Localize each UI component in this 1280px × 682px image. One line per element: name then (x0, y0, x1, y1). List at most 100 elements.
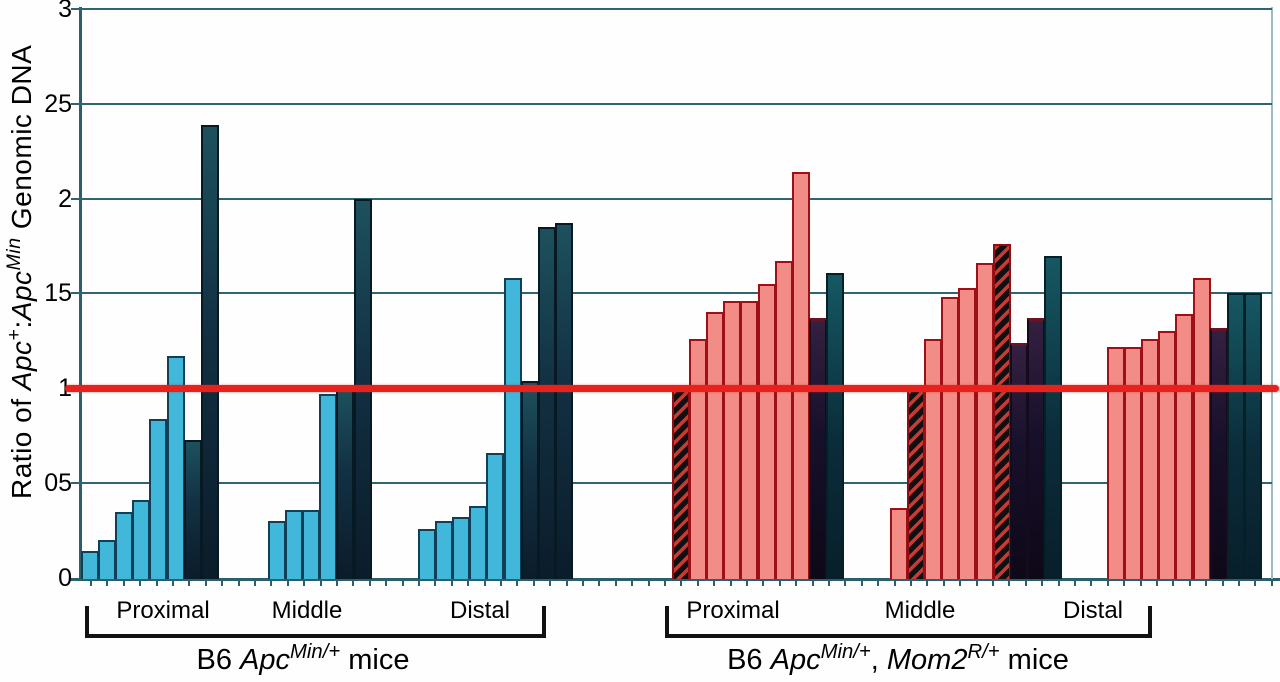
bracket-end-left (85, 606, 89, 638)
bar (115, 511, 133, 579)
bar (672, 388, 690, 579)
bar (993, 244, 1011, 579)
x-tick-mark (549, 581, 551, 586)
x-tick-mark (1222, 581, 1224, 586)
x-axis-line (70, 578, 1280, 581)
bar (504, 278, 522, 579)
x-tick-mark (1254, 581, 1256, 586)
grid-line (71, 292, 1272, 295)
x-tick-mark (1090, 581, 1092, 586)
bar (1044, 255, 1062, 579)
x-tick-mark (336, 581, 338, 586)
x-tick-mark (779, 581, 781, 586)
bar (758, 284, 776, 579)
text-part: R/+ (967, 640, 1000, 663)
x-tick-mark (320, 581, 322, 586)
x-tick-mark (1238, 581, 1240, 586)
bar (555, 223, 573, 579)
bar (1027, 318, 1045, 579)
section-label: Distal (449, 597, 511, 624)
x-tick-mark (943, 581, 945, 586)
x-tick-mark (352, 581, 354, 586)
bar (723, 301, 741, 579)
bracket-line (665, 634, 1152, 638)
bar (132, 500, 150, 579)
bar (809, 318, 827, 579)
text-part: Min/+ (290, 640, 341, 663)
bar (1124, 346, 1142, 579)
bracket-end-right (542, 606, 546, 638)
x-tick-mark (795, 581, 797, 586)
x-tick-mark (1107, 581, 1109, 586)
x-tick-mark (402, 581, 404, 586)
bar (706, 312, 724, 579)
x-tick-mark (631, 581, 633, 586)
x-tick-mark (730, 581, 732, 586)
section-label: Proximal (116, 597, 210, 624)
x-tick-mark (877, 581, 879, 586)
x-tick-mark (566, 581, 568, 586)
x-tick-mark (385, 581, 387, 586)
x-tick-mark (188, 581, 190, 586)
x-tick-mark (1041, 581, 1043, 586)
bar (538, 227, 556, 579)
x-tick-mark (418, 581, 420, 586)
y-tick-label: 05 (44, 469, 72, 498)
grid-line (71, 197, 1272, 200)
x-tick-mark (664, 581, 666, 586)
bar (435, 521, 453, 579)
bar (775, 261, 793, 579)
x-tick-mark (484, 581, 486, 586)
x-tick-mark (1172, 581, 1174, 586)
grid-line (71, 7, 1272, 10)
bracket-line (85, 634, 546, 638)
x-tick-mark (976, 581, 978, 586)
x-tick-mark (1189, 581, 1191, 586)
x-tick-mark (861, 581, 863, 586)
x-tick-mark (812, 581, 814, 586)
bar (1210, 327, 1228, 579)
bar (958, 287, 976, 579)
bar (98, 540, 116, 579)
section-label: Distal (1062, 597, 1124, 624)
text-part: , (870, 644, 887, 676)
x-tick-mark (1271, 581, 1273, 586)
bar (486, 452, 504, 579)
x-tick-mark (1008, 581, 1010, 586)
bar (302, 509, 320, 579)
x-tick-mark (90, 581, 92, 586)
text-part: mice (340, 644, 410, 676)
text-part: Apc (770, 644, 821, 676)
x-tick-mark (156, 581, 158, 586)
text-part: Mom2 (886, 644, 968, 676)
x-tick-mark (1074, 581, 1076, 586)
bar (1175, 314, 1193, 579)
x-tick-mark (434, 581, 436, 586)
x-tick-mark (762, 581, 764, 586)
x-tick-mark (123, 581, 125, 586)
bar (1193, 278, 1211, 579)
x-tick-mark (500, 581, 502, 586)
x-tick-mark (746, 581, 748, 586)
bar (452, 517, 470, 579)
bar (184, 439, 202, 579)
x-tick-mark (106, 581, 108, 586)
x-tick-mark (1205, 581, 1207, 586)
text-part: mice (999, 644, 1069, 676)
grid-line (71, 102, 1272, 105)
x-tick-mark (254, 581, 256, 586)
section-label: Middle (884, 597, 956, 624)
bar (1244, 293, 1262, 579)
x-tick-mark (844, 581, 846, 586)
bar (268, 521, 286, 579)
x-tick-mark (303, 581, 305, 586)
bar (740, 301, 758, 579)
x-tick-mark (828, 581, 830, 586)
x-tick-mark (205, 581, 207, 586)
x-tick-mark (451, 581, 453, 586)
bar (976, 263, 994, 579)
bar (319, 394, 337, 579)
x-tick-mark (1058, 581, 1060, 586)
bar (521, 380, 539, 579)
